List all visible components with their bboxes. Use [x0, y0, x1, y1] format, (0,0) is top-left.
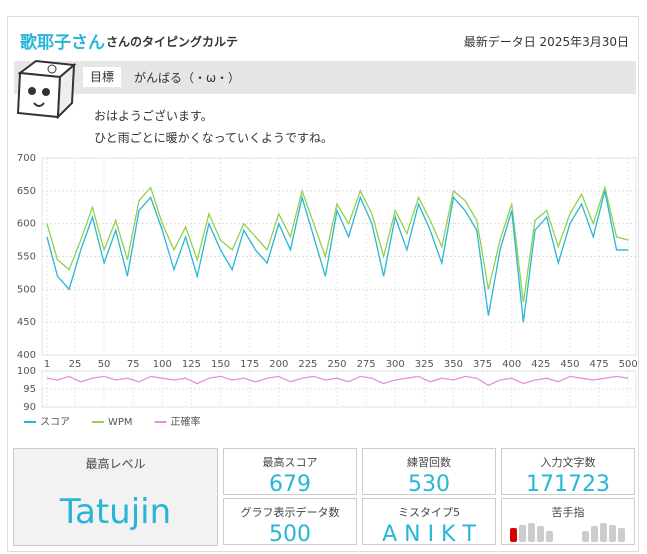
- x-tick-label: 475: [590, 359, 609, 370]
- x-tick-label: 450: [560, 359, 579, 370]
- x-tick-label: 250: [327, 359, 346, 370]
- stat-value: 500: [269, 522, 311, 547]
- y-tick-label: 600: [17, 219, 36, 230]
- finger-bar: [591, 526, 598, 542]
- stat-label: 苦手指: [551, 506, 585, 519]
- finger-bar: [600, 523, 607, 542]
- y-tick-label: 700: [17, 153, 36, 164]
- x-tick-label: 50: [98, 359, 111, 370]
- x-tick-label: 125: [182, 359, 201, 370]
- stat-label: ミスタイプ5: [398, 506, 460, 519]
- stat-value: 530: [408, 472, 450, 497]
- x-tick-label: 225: [298, 359, 317, 370]
- stat-label: 練習回数: [407, 456, 451, 469]
- y-tick-label: 650: [17, 186, 36, 197]
- data-line: [46, 190, 629, 323]
- finger-bar: [582, 531, 589, 542]
- y-tick-label: 450: [17, 317, 36, 328]
- stat-label: 最高スコア: [262, 456, 318, 469]
- data-line: [46, 375, 629, 387]
- stat-box: 練習回数 530: [362, 448, 496, 497]
- x-tick-label: 100: [153, 359, 172, 370]
- mascot: [16, 59, 77, 120]
- y-tick-label: 90: [23, 402, 36, 413]
- stat-box: 入力文字数 171723: [501, 448, 635, 497]
- x-tick-label: 325: [415, 359, 434, 370]
- x-tick-label: 175: [240, 359, 259, 370]
- x-tick-label: 200: [269, 359, 288, 370]
- y-tick-label: 95: [23, 384, 36, 395]
- finger-icon: [510, 523, 625, 542]
- date: 最新データ日 2025年3月30日: [463, 35, 629, 49]
- user-name: 歌耶子さん: [20, 33, 105, 53]
- stat-box: ミスタイプ5 A N I K T: [362, 498, 496, 547]
- message: おはようございます。: [94, 109, 213, 123]
- x-tick-label: 300: [386, 359, 405, 370]
- message: ひと雨ごとに暖かくなっていくようですね。: [94, 131, 334, 145]
- y-tick-label: 500: [17, 284, 36, 295]
- card: [7, 16, 639, 552]
- finger-bar: [537, 526, 544, 542]
- finger-bar: [618, 528, 625, 542]
- x-tick-label: 400: [502, 359, 521, 370]
- goal-label: 目標: [83, 67, 121, 87]
- x-tick-label: 25: [69, 359, 82, 370]
- finger-bar: [609, 525, 616, 542]
- legend-label: スコア: [40, 417, 70, 428]
- x-tick-label: 350: [444, 359, 463, 370]
- stat-box: 苦手指: [501, 498, 635, 545]
- x-tick-label: 1: [44, 359, 50, 370]
- stat-label: 入力文字数: [540, 456, 596, 469]
- goal-text: がんばる（・ω・）: [134, 71, 241, 85]
- x-tick-label: 375: [473, 359, 492, 370]
- legend-label: 正確率: [171, 415, 201, 428]
- stat-box: 最高スコア 679: [223, 448, 357, 497]
- stat-value: 171723: [526, 472, 610, 497]
- x-tick-label: 500: [619, 359, 638, 370]
- subtitle: さんのタイピングカルテ: [106, 35, 239, 49]
- x-tick-label: 75: [127, 359, 140, 370]
- data-line: [46, 185, 629, 303]
- y-tick-label: 550: [17, 252, 36, 263]
- level-value: Tatujin: [59, 492, 172, 532]
- x-tick-label: 150: [211, 359, 230, 370]
- level-box: 最高レベル Tatujin: [13, 448, 218, 546]
- stat-value: A N I K T: [382, 522, 476, 547]
- finger-bar: [519, 525, 526, 542]
- stat-value: 679: [269, 472, 311, 497]
- y-tick-label: 400: [17, 350, 36, 361]
- x-tick-label: 275: [357, 359, 376, 370]
- x-tick-label: 425: [531, 359, 550, 370]
- finger-bar: [546, 531, 553, 542]
- level-label: 最高レベル: [85, 457, 146, 471]
- finger-bar: [528, 523, 535, 542]
- stat-label: グラフ表示データ数: [240, 506, 340, 519]
- y-tick-label: 100: [17, 366, 36, 377]
- legend-label: WPM: [108, 417, 133, 428]
- finger-bar: [510, 528, 517, 542]
- stat-box: グラフ表示データ数 500: [223, 498, 357, 547]
